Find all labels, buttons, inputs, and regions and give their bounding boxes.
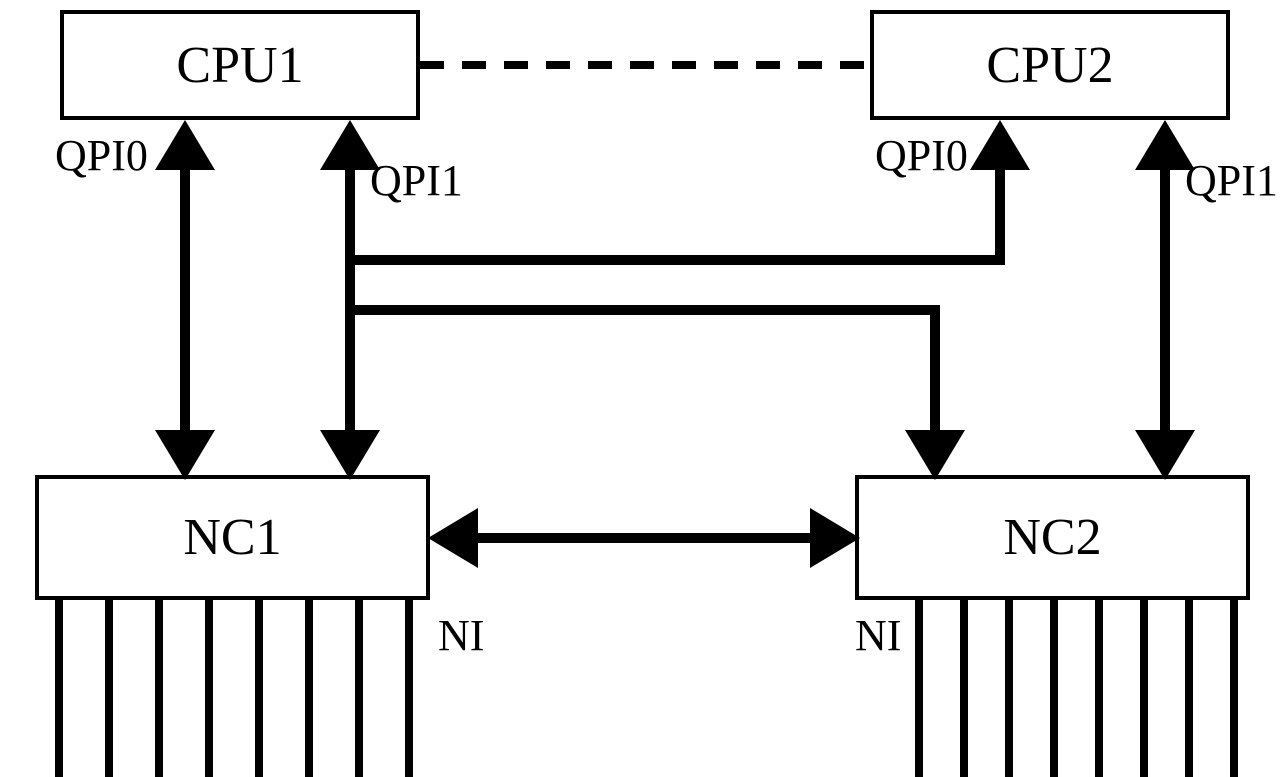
- cpu2-qpi1-label: QPI1: [1185, 155, 1278, 206]
- cpu2-box: CPU2: [870, 10, 1230, 120]
- nc1-ni-label: NI: [438, 610, 484, 661]
- nc1-box: NC1: [35, 475, 430, 600]
- cpu1-label: CPU1: [176, 36, 303, 95]
- cpu2-label: CPU2: [986, 36, 1113, 95]
- cpu1-box: CPU1: [60, 10, 420, 120]
- cpu1-qpi1-label: QPI1: [370, 155, 463, 206]
- cpu1-qpi0-label: QPI0: [55, 130, 148, 181]
- nc1-label: NC1: [183, 508, 281, 567]
- nc2-ni-label: NI: [855, 610, 901, 661]
- nc2-label: NC2: [1003, 508, 1101, 567]
- cpu2-qpi0-label: QPI0: [875, 130, 968, 181]
- nc2-box: NC2: [855, 475, 1250, 600]
